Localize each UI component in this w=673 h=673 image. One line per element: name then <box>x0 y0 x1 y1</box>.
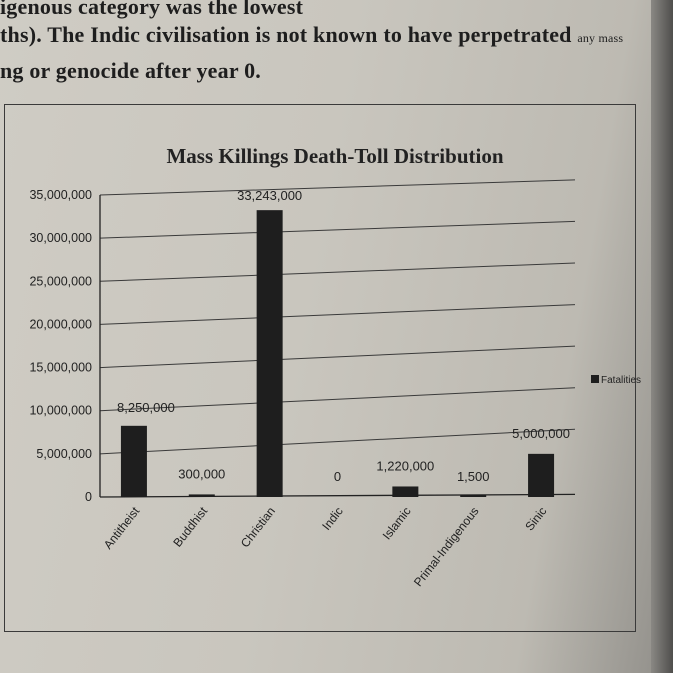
data-label: 5,000,000 <box>512 426 570 441</box>
gridline <box>99 220 576 239</box>
body-text-small: any mass <box>577 31 624 45</box>
gridline <box>99 262 576 282</box>
category-label: Christian <box>238 504 278 550</box>
data-label: 33,243,000 <box>237 188 302 203</box>
gridline <box>99 345 576 369</box>
body-text-line-1: igenous category was the lowest <box>0 0 304 19</box>
body-text-line-2: ths). The Indic civilisation is not know… <box>0 22 624 47</box>
y-tick-label: 10,000,000 <box>29 404 92 418</box>
y-tick-label: 35,000,000 <box>29 188 92 202</box>
data-label: 8,250,000 <box>117 400 175 415</box>
bar <box>528 453 555 497</box>
chart-frame <box>4 104 636 632</box>
x-axis-line <box>99 493 576 498</box>
y-tick-label: 15,000,000 <box>29 361 92 375</box>
gridline <box>99 179 576 196</box>
legend-swatch <box>591 375 599 383</box>
y-tick-label: 25,000,000 <box>29 274 92 288</box>
data-label: 300,000 <box>178 466 225 481</box>
data-label: 1,500 <box>457 469 490 484</box>
category-label: Buddhist <box>170 504 210 550</box>
data-label: 1,220,000 <box>376 458 434 473</box>
bar <box>256 210 283 497</box>
data-label: 0 <box>334 469 341 484</box>
bar <box>188 494 215 497</box>
category-label: Islamic <box>380 504 414 542</box>
chart-title: Mass Killings Death-Toll Distribution <box>166 144 503 168</box>
category-label: Antitheist <box>101 504 143 552</box>
y-tick-label: 5,000,000 <box>36 447 92 461</box>
gridline <box>99 387 576 412</box>
category-label: Primal-Indigenous <box>411 504 482 589</box>
gridline <box>99 428 576 455</box>
y-tick-label: 30,000,000 <box>29 231 92 245</box>
y-tick-label: 0 <box>85 490 92 504</box>
category-label: Sinic <box>522 504 549 533</box>
book-spine-shadow <box>651 0 673 673</box>
legend-label: Fatalities <box>601 375 641 386</box>
category-label: Indic <box>319 504 346 533</box>
bar <box>392 486 419 497</box>
body-text-line-3: ng or genocide after year 0. <box>0 58 261 83</box>
bar <box>460 495 487 497</box>
bar <box>120 425 147 497</box>
gridline <box>99 304 576 325</box>
y-tick-label: 20,000,000 <box>29 317 92 331</box>
